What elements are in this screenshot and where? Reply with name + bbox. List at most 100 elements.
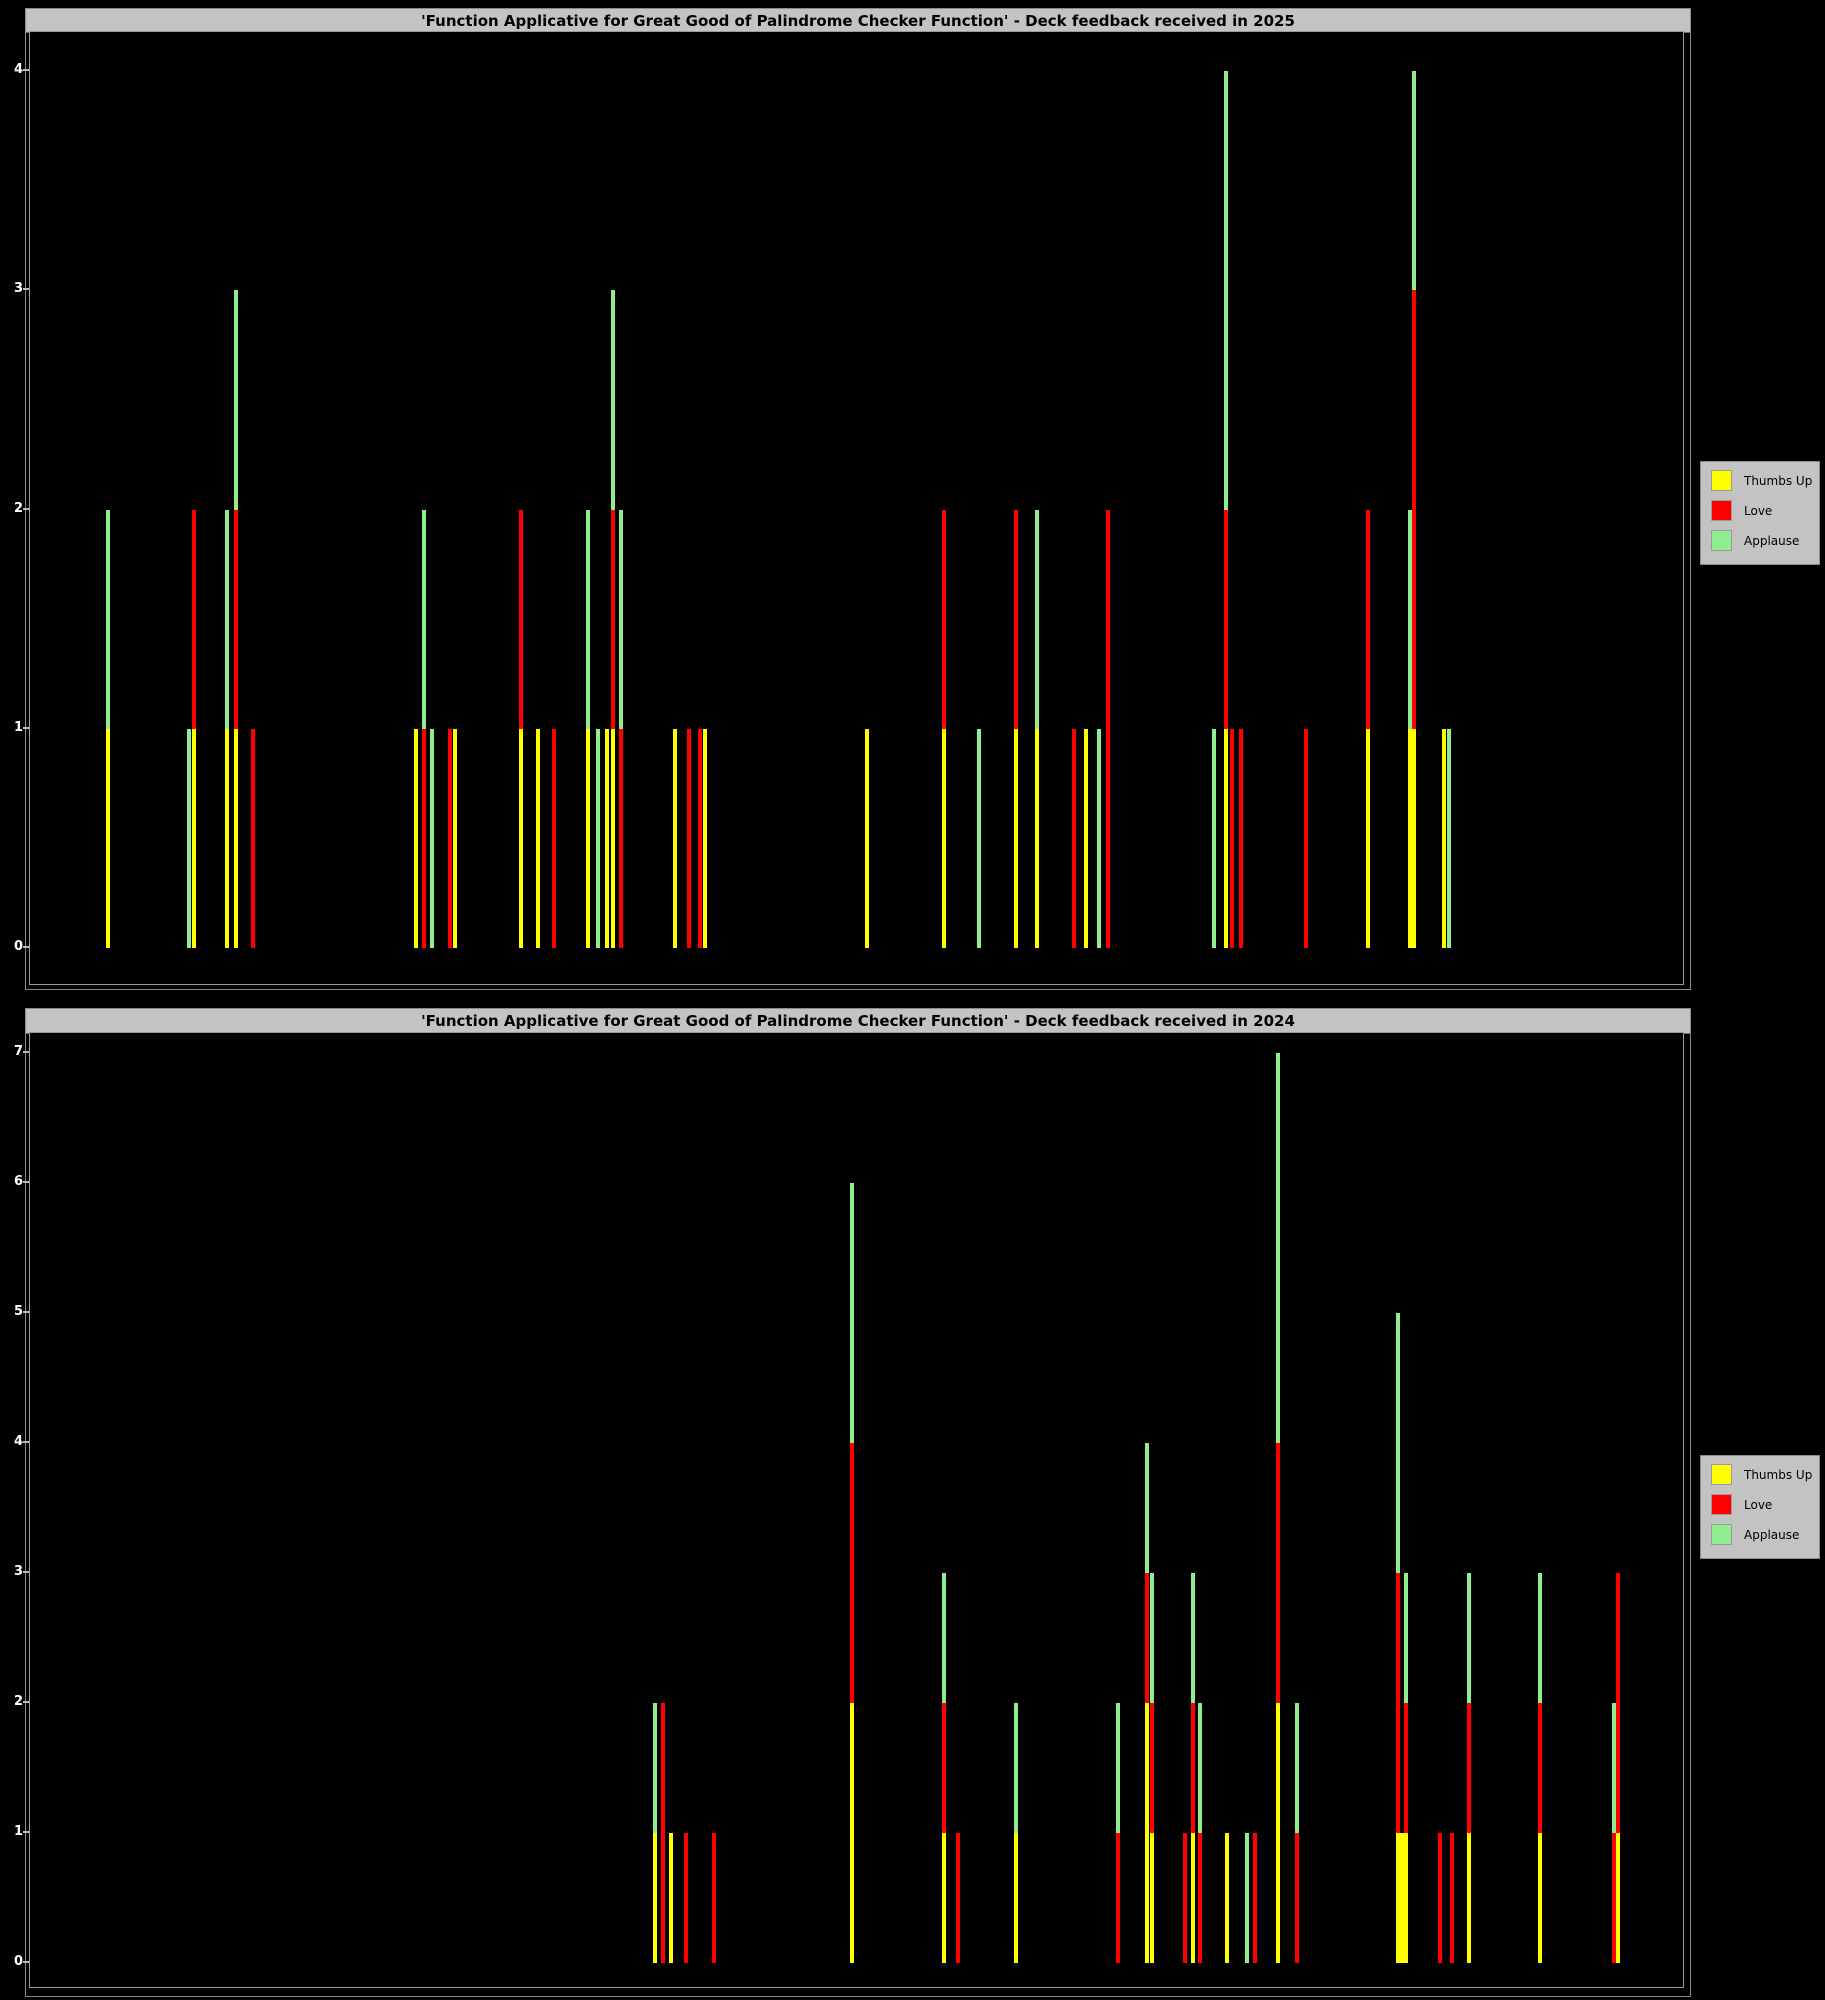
stacked-bar <box>673 32 677 984</box>
y-tick-label: 1 <box>13 1824 23 1839</box>
stacked-bar <box>1408 32 1412 984</box>
bar-segment-love <box>687 728 691 948</box>
bar-segment-thumbs_up <box>1191 1833 1195 1963</box>
bar-segment-thumbs_up <box>942 1833 946 1963</box>
stacked-bar <box>1014 1033 1018 1987</box>
stacked-bar <box>684 1033 688 1987</box>
bar-segment-thumbs_up <box>703 728 707 948</box>
y-tick-label: 3 <box>13 1564 23 1579</box>
legend-item: Love <box>1711 500 1819 521</box>
legend-swatch-love <box>1711 500 1732 521</box>
stacked-bar <box>187 32 191 984</box>
stacked-bar <box>703 32 707 984</box>
stacked-bar <box>1198 1033 1202 1987</box>
bar-segment-love <box>1014 509 1018 729</box>
bar-segment-thumbs_up <box>1224 728 1228 948</box>
y-tick-label: 4 <box>13 1434 23 1449</box>
bar-segment-love <box>1295 1833 1299 1963</box>
stacked-bar <box>251 32 255 984</box>
y-tick-mark <box>23 507 29 510</box>
bar-segment-applause <box>1538 1573 1542 1703</box>
stacked-bar <box>453 32 457 984</box>
bar-segment-love <box>1438 1833 1442 1963</box>
bar-segment-thumbs_up <box>586 728 590 948</box>
legend-item: Applause <box>1711 1524 1819 1545</box>
legend-label: Love <box>1744 503 1773 518</box>
bar-segment-applause <box>187 728 191 948</box>
legend-label: Love <box>1744 1497 1773 1512</box>
bar-segment-love <box>1467 1703 1471 1833</box>
stacked-bar <box>536 32 540 984</box>
legend-swatch-thumbs-up <box>1711 470 1732 491</box>
bar-segment-applause <box>1145 1443 1149 1573</box>
stacked-bar <box>1225 1033 1229 1987</box>
bar-segment-love <box>1224 509 1228 729</box>
stacked-bar <box>1412 32 1416 984</box>
bar-segment-applause <box>653 1703 657 1833</box>
bar-segment-applause <box>1396 1313 1400 1573</box>
stacked-bar <box>1616 1033 1620 1987</box>
stacked-bar <box>1224 32 1228 984</box>
bar-segment-thumbs_up <box>653 1833 657 1963</box>
legend-item: Thumbs Up <box>1711 1464 1819 1485</box>
bar-segment-thumbs_up <box>1014 728 1018 948</box>
plot-area <box>29 31 1684 985</box>
bar-segment-thumbs_up <box>1467 1833 1471 1963</box>
y-tick-label: 0 <box>13 939 23 954</box>
bar-segment-applause <box>1447 728 1451 948</box>
legend-item: Love <box>1711 1494 1819 1515</box>
bar-segment-applause <box>1014 1703 1018 1833</box>
bar-segment-thumbs_up <box>1084 728 1088 948</box>
bar-segment-thumbs_up <box>1400 1833 1404 1963</box>
bar-segment-love <box>611 509 615 729</box>
stacked-bar <box>1245 1033 1249 1987</box>
stacked-bar <box>422 32 426 984</box>
bar-segment-applause <box>1224 71 1228 510</box>
legend-item: Applause <box>1711 530 1819 551</box>
legend-swatch-thumbs-up <box>1711 1464 1732 1485</box>
chart-title-bar: 'Function Applicative for Great Good of … <box>26 1009 1690 1034</box>
bar-segment-applause <box>1412 71 1416 291</box>
stacked-bar <box>1116 1033 1120 1987</box>
y-tick-mark <box>23 1961 29 1963</box>
stacked-bar <box>1447 32 1451 984</box>
y-tick-mark <box>23 1571 29 1573</box>
bar-segment-love <box>1072 728 1076 948</box>
y-tick-mark <box>23 726 29 729</box>
y-tick-mark <box>23 1831 29 1833</box>
bar-segment-love <box>1253 1833 1257 1963</box>
bar-segment-thumbs_up <box>453 728 457 948</box>
bar-segment-thumbs_up <box>1408 728 1412 948</box>
bar-segment-thumbs_up <box>414 728 418 948</box>
bar-segment-love <box>1396 1573 1400 1833</box>
chart-title-bar: 'Function Applicative for Great Good of … <box>26 9 1690 33</box>
stacked-bar <box>1239 32 1243 984</box>
bar-segment-thumbs_up <box>1366 728 1370 948</box>
bar-segment-love <box>684 1833 688 1963</box>
legend-label: Thumbs Up <box>1744 1467 1813 1482</box>
stacked-bar <box>619 32 623 984</box>
bar-segment-love <box>1304 728 1308 948</box>
bar-segment-love <box>1191 1703 1195 1833</box>
bar-segment-applause <box>1198 1703 1202 1833</box>
bar-segment-love <box>1116 1833 1120 1963</box>
bar-segment-thumbs_up <box>192 728 196 948</box>
bar-segment-applause <box>1245 1833 1249 1963</box>
stacked-bar <box>1150 1033 1154 1987</box>
bar-segment-love <box>1239 728 1243 948</box>
bar-segment-applause <box>977 728 981 948</box>
stacked-bar <box>850 1033 854 1987</box>
bar-segment-thumbs_up <box>673 728 677 948</box>
bar-segment-thumbs_up <box>1442 728 1446 948</box>
legend-item: Thumbs Up <box>1711 470 1819 491</box>
bar-segment-thumbs_up <box>519 728 523 948</box>
y-tick-label: 1 <box>13 719 23 735</box>
stacked-bar <box>430 32 434 984</box>
stacked-bar <box>1467 1033 1471 1987</box>
bar-segment-thumbs_up <box>1035 728 1039 948</box>
y-tick-label: 0 <box>13 1954 23 1969</box>
stacked-bar <box>1212 32 1216 984</box>
stacked-bar <box>956 1033 960 1987</box>
stacked-bar <box>1612 1033 1616 1987</box>
stacked-bar <box>687 32 691 984</box>
